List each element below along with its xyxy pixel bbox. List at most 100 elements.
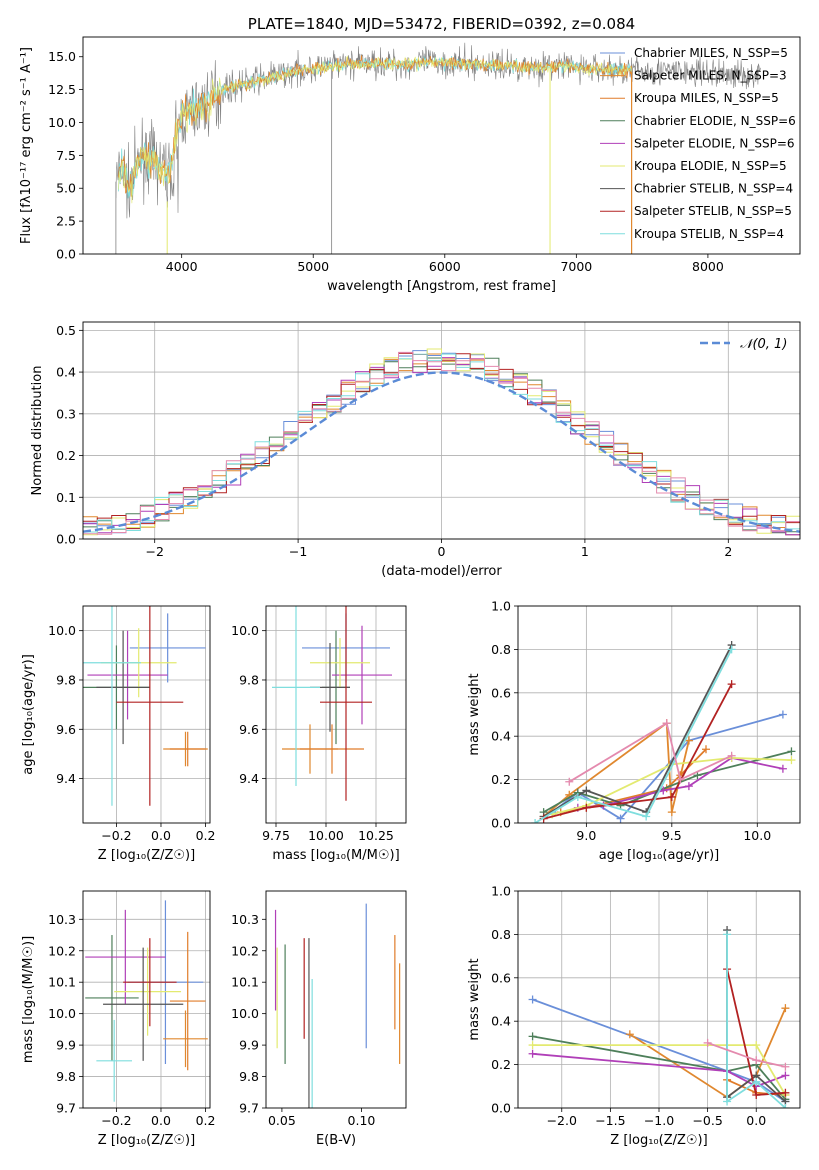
y-tick-label: 15.0 xyxy=(48,49,76,64)
y-tick-label: 9.7 xyxy=(239,1101,259,1116)
observed-spectrum-line xyxy=(115,42,761,219)
series-marker xyxy=(727,751,736,760)
y-tick-label: 0.8 xyxy=(491,642,511,657)
data-point xyxy=(114,947,182,1036)
y-tick-label: 1.0 xyxy=(491,884,511,899)
data-point xyxy=(96,1019,133,1102)
series-line xyxy=(543,644,733,818)
y-tick-label: 7.5 xyxy=(56,148,76,163)
x-axis-label: Z [log₁₀(Z/Z☉)] xyxy=(610,1133,707,1148)
histogram-step-line xyxy=(83,351,800,535)
data-point xyxy=(169,931,206,1071)
data-point xyxy=(169,731,206,767)
legend-entry: Salpeter MILES, N_SSP=3 xyxy=(634,69,787,83)
model-spectrum-line xyxy=(118,55,632,197)
axes-frame xyxy=(82,890,211,1109)
x-tick-label: 1 xyxy=(581,544,589,559)
series-marker xyxy=(787,747,796,756)
series-marker xyxy=(531,819,540,823)
chart-residual-histogram: −2 −1 0 1 2 0.0 0.1 0.2 0.3 0.4 0.5 (data-model)/er… xyxy=(30,321,801,579)
x-tick-label: −0.2 xyxy=(101,828,131,843)
data-point xyxy=(85,935,139,1061)
y-axis-label: mass weight xyxy=(467,958,482,1040)
y-tick-label: 0.8 xyxy=(491,927,511,942)
model-spectrum-line xyxy=(118,55,632,204)
axes-frame xyxy=(265,605,407,824)
data-point xyxy=(87,630,168,720)
series-marker xyxy=(528,1049,537,1058)
legend: 𝒩(0, 1) xyxy=(700,337,787,352)
series-marker xyxy=(642,812,651,821)
x-tick-label: 9.75 xyxy=(262,828,290,843)
y-tick-label: 0.2 xyxy=(491,1057,511,1072)
series-marker xyxy=(703,1038,712,1047)
y-tick-label: 10.0 xyxy=(48,115,76,130)
series-marker xyxy=(752,1056,761,1065)
axes-frame xyxy=(517,605,801,824)
y-axis-label: mass weight xyxy=(467,673,482,755)
y-tick-label: 10.3 xyxy=(48,912,76,927)
series-marker xyxy=(781,1062,790,1071)
y-tick-label: 2.5 xyxy=(56,214,76,229)
data-point xyxy=(103,947,184,1061)
series-marker xyxy=(778,710,787,719)
data-point xyxy=(123,938,177,1027)
series-marker xyxy=(676,775,685,784)
series-marker xyxy=(684,736,693,745)
chart-age-vs-mass: 9.75 10.00 10.25 9.4 9.6 9.8 10.0 mass [log₁₀(M… xyxy=(231,605,407,863)
legend-entry: Kroupa ELODIE, N_SSP=5 xyxy=(634,159,787,173)
y-tick-label: 9.4 xyxy=(56,771,76,786)
series-marker xyxy=(778,764,787,773)
series-marker xyxy=(662,719,671,728)
x-tick-label: 10.0 xyxy=(743,828,771,843)
plot-area xyxy=(272,606,392,801)
y-tick-label: 0.0 xyxy=(491,1101,511,1116)
legend-entry: Kroupa MILES, N_SSP=5 xyxy=(634,91,779,105)
x-tick-label: −2.0 xyxy=(547,1113,577,1128)
y-tick-label: 10.0 xyxy=(231,1006,259,1021)
series-marker xyxy=(781,1088,790,1097)
y-tick-label: 0.2 xyxy=(56,448,76,463)
y-tick-label: 0.2 xyxy=(491,772,511,787)
x-tick-label: −1.0 xyxy=(644,1113,674,1128)
series-marker xyxy=(667,792,676,801)
x-tick-label: 0.10 xyxy=(348,1113,376,1128)
chart-spectrum: 4000 5000 6000 7000 8000 0.0 2.5 5.0 7.5 10.0 12.5… xyxy=(19,15,801,294)
x-tick-label: 0.2 xyxy=(196,1113,216,1128)
x-tick-label: −2 xyxy=(145,544,163,559)
data-point xyxy=(96,630,150,745)
chart-weight-vs-age: 9.0 9.5 10.0 0.0 0.2 0.4 0.6 0.8 1.0 age [log₁₀(a… xyxy=(467,599,801,863)
x-tick-label: 0.0 xyxy=(151,1113,171,1128)
series-marker xyxy=(787,756,796,765)
chart-age-vs-z: −0.2 0.0 0.2 9.4 9.6 9.8 10.0 Z [log₁₀(Z/Z☉)] ag… xyxy=(21,605,215,863)
y-tick-label: 0.4 xyxy=(491,1014,511,1029)
x-tick-label: 0.05 xyxy=(268,1113,296,1128)
axes-frame xyxy=(82,321,801,540)
y-tick-label: 5.0 xyxy=(56,181,76,196)
data-point xyxy=(116,606,184,806)
legend: Chabrier MILES, N_SSP=5 Salpeter MILES, N… xyxy=(600,46,796,241)
y-tick-label: 0.4 xyxy=(56,365,76,380)
legend-entry: Chabrier STELIB, N_SSP=4 xyxy=(634,182,793,196)
series-line xyxy=(532,1035,787,1100)
chart-weight-vs-z: −2.0 −1.5 −1.0 −0.5 0.0 0.0 0.2 0.4 0.6 0.8 1.0 Z [… xyxy=(467,884,801,1148)
data-point xyxy=(163,1010,208,1068)
x-tick-label: 0 xyxy=(438,544,446,559)
y-tick-label: 9.9 xyxy=(239,1038,259,1053)
series-line xyxy=(543,750,792,813)
y-tick-label: 1.0 xyxy=(491,599,511,614)
plot-area xyxy=(531,641,796,823)
legend-entry: Salpeter STELIB, N_SSP=5 xyxy=(634,204,792,218)
data-point xyxy=(272,606,320,787)
series-marker xyxy=(752,1090,761,1099)
chart-mass-vs-z: −0.2 0.0 0.2 9.7 9.8 9.9 10.0 10.1 10.2 10.3 Z [lo… xyxy=(21,890,216,1148)
plot-area xyxy=(274,903,401,1108)
data-point xyxy=(332,625,392,725)
x-tick-label: 6000 xyxy=(429,259,461,274)
data-point xyxy=(310,638,370,688)
y-axis-label: Normed distribution xyxy=(30,366,45,496)
y-tick-label: 10.0 xyxy=(48,623,76,638)
y-tick-label: 9.6 xyxy=(239,722,259,737)
y-tick-label: 10.0 xyxy=(231,623,259,638)
data-point xyxy=(83,606,141,806)
